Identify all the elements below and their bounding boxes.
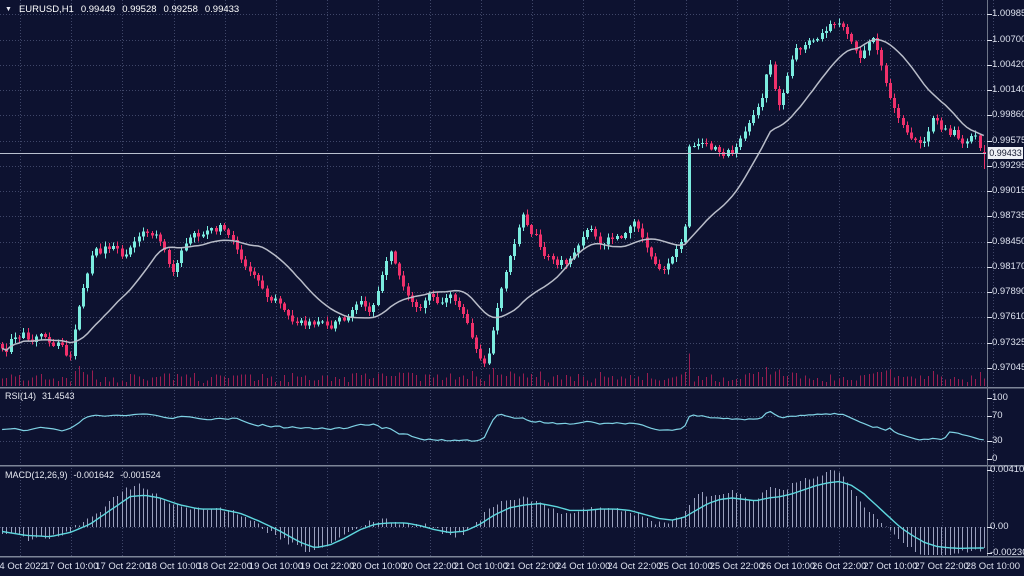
axis-label: 1.00700 [992, 33, 1024, 45]
ohlc-close: 0.99433 [204, 4, 240, 15]
candles [1, 18, 986, 368]
axis-label: 21 Oct 22:00 [504, 561, 560, 572]
axis-label: 21 Oct 10:00 [453, 561, 508, 572]
rsi-line [2, 410, 984, 442]
axis-label: 0 [992, 453, 998, 464]
axis-label: 26 Oct 22:00 [811, 561, 867, 572]
rsi-name: RSI(14) [5, 391, 37, 401]
rsi-indicator-label: RSI(14) 31.4543 [5, 391, 75, 401]
axis-label: 20 Oct 22:00 [402, 561, 457, 572]
axis-label: 17 Oct 22:00 [95, 561, 150, 572]
axis-label: 0.97045 [992, 362, 1024, 373]
axis-label: 0.99860 [992, 109, 1024, 121]
macd-value-main: -0.001642 [73, 470, 115, 480]
volume-bars [2, 353, 985, 386]
axis-label: 0.98450 [992, 235, 1024, 247]
symbol-period-label: EURUSD,H1 [18, 4, 74, 15]
axis-label: 0.97890 [992, 286, 1024, 298]
ohlc-open: 0.99449 [80, 4, 116, 15]
axis-label: 0.98170 [992, 260, 1024, 272]
axis-label: 0.004103 [990, 464, 1024, 475]
axis-label: 0.99015 [992, 185, 1024, 196]
axis-label: 27 Oct 10:00 [863, 561, 918, 572]
axis-label: 0.99295 [992, 159, 1024, 171]
axis-label: 24 Oct 22:00 [607, 561, 662, 572]
axis-label: 25 Oct 10:00 [658, 561, 713, 572]
macd-histogram [2, 469, 985, 555]
axis-label: 14 Oct 2022 [0, 561, 46, 572]
axis-label: 20 Oct 10:00 [351, 561, 406, 572]
axis-label: 26 Oct 10:00 [760, 561, 816, 572]
axis-label: 1.00420 [992, 58, 1024, 70]
axis-label: 100 [992, 392, 1008, 403]
macd-name: MACD(12,26,9) [5, 470, 68, 480]
axis-label: 19 Oct 22:00 [299, 561, 355, 572]
axis-label: 0.99575 [992, 134, 1024, 146]
axis-label: -0.002305 [990, 547, 1024, 558]
axis-label: 24 Oct 10:00 [555, 561, 611, 572]
macd-signal-line [1, 480, 984, 549]
axis-label: 17 Oct 10:00 [43, 561, 99, 572]
axis-label: 0.97610 [992, 311, 1024, 323]
ohlc-low: 0.99258 [163, 4, 198, 15]
axis-label: 70 [992, 410, 1003, 422]
axis-label: 0.97325 [992, 336, 1024, 348]
symbol-dropdown-icon[interactable]: ▼ [5, 6, 12, 13]
moving-average-line [1, 38, 985, 352]
rsi-value: 31.4543 [42, 391, 75, 401]
axis-label: 28 Oct 10:00 [965, 561, 1020, 572]
axis-label: 19 Oct 10:00 [248, 561, 304, 572]
axis-label: 30 [992, 434, 1003, 446]
ohlc-high: 0.99528 [122, 4, 157, 15]
axis-ticks [987, 14, 992, 554]
axis-label: 18 Oct 22:00 [197, 561, 252, 572]
axis-label: 1.00140 [992, 83, 1024, 95]
axis-label: 25 Oct 22:00 [709, 561, 764, 572]
axis-label: 18 Oct 10:00 [146, 561, 201, 572]
axis-label: 1.00985 [992, 8, 1024, 19]
macd-value-signal: -0.001524 [120, 470, 161, 480]
axis-label: 0.98735 [992, 210, 1024, 222]
axis-label: 0.00 [990, 521, 1009, 532]
chart-header: ▼ EURUSD,H1 0.99449 0.99528 0.99258 0.99… [5, 4, 239, 15]
axis-label: 27 Oct 22:00 [914, 561, 969, 572]
current-price-label: 0.99433 [988, 147, 1023, 159]
macd-indicator-label: MACD(12,26,9) -0.001642 -0.001524 [5, 470, 161, 480]
